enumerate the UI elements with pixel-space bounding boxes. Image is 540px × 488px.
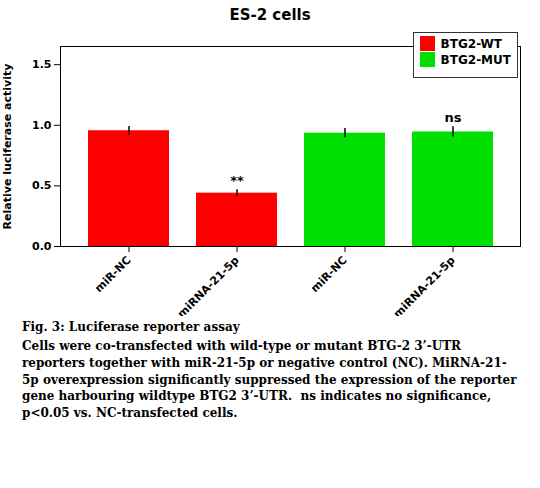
html-text:Cells were co-transfected with: Cells were co-transfected with wild-type… [22, 339, 521, 421]
svg-text:1.0: 1.0 [32, 119, 52, 132]
svg-text:miRNA-21-5p: miRNA-21-5p [391, 254, 458, 316]
html-text:BTG2-MUT: BTG2-MUT [440, 52, 511, 67]
html-text:Fig. 3: Luciferase reporter as: Fig. 3: Luciferase reporter assay [22, 320, 240, 334]
svg-text:**: ** [230, 173, 244, 188]
svg-text:Relative luciferase activity: Relative luciferase activity [1, 64, 14, 230]
svg-text:miRNA-21-5p: miRNA-21-5p [175, 254, 242, 316]
html-text:ES-2 cells: ES-2 cells [229, 6, 311, 24]
svg-text:ns: ns [445, 110, 462, 125]
svg-text:miR-NC: miR-NC [308, 254, 349, 295]
svg-text:0.5: 0.5 [32, 179, 52, 192]
svg-text:1.5: 1.5 [32, 58, 52, 71]
svg-text:0.0: 0.0 [32, 240, 52, 253]
svg-text:miR-NC: miR-NC [92, 254, 133, 295]
html-text:BTG2-WT: BTG2-WT [440, 36, 502, 51]
